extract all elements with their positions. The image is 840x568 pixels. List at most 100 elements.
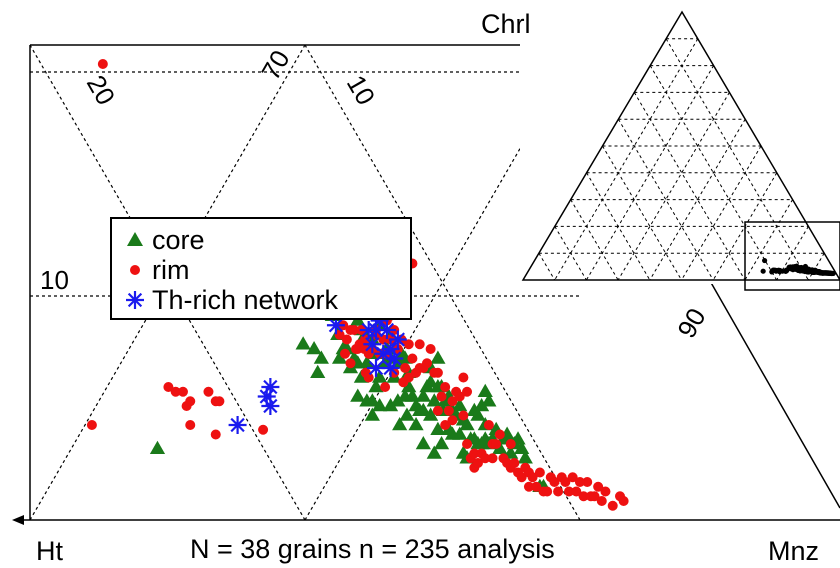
data-point-rim bbox=[407, 353, 418, 364]
grid-line-rising bbox=[30, 45, 31, 520]
inset-data-point bbox=[798, 266, 804, 273]
data-point-core bbox=[382, 398, 399, 412]
sample-summary: N = 38 grains n = 235 analysis bbox=[190, 534, 555, 564]
data-point-th-rich bbox=[261, 378, 280, 396]
data-point-rim bbox=[440, 420, 451, 430]
star-stroke bbox=[263, 398, 278, 414]
data-point-rim bbox=[334, 329, 345, 340]
data-point-core bbox=[430, 421, 446, 435]
data-point-rim bbox=[258, 424, 269, 435]
data-point-rim bbox=[589, 491, 600, 502]
inset-data-point bbox=[760, 268, 766, 274]
data-point-rim bbox=[553, 486, 564, 497]
inset-data-point bbox=[762, 257, 768, 264]
data-point-core bbox=[350, 388, 366, 402]
data-point-rim bbox=[432, 367, 443, 378]
data-point-rim bbox=[462, 439, 473, 449]
data-point-rim bbox=[185, 396, 196, 407]
data-point-core bbox=[408, 417, 424, 431]
data-point-rim bbox=[458, 372, 469, 383]
data-point-rim bbox=[564, 486, 575, 497]
data-point-rim bbox=[593, 481, 604, 492]
inset-overview-triangle bbox=[520, 8, 840, 291]
vertex-labels: Chrl Ht Mnz bbox=[36, 9, 819, 566]
legend-label-core: core bbox=[152, 224, 205, 255]
data-point-rim bbox=[400, 363, 411, 373]
inset-grid-line bbox=[649, 118, 746, 281]
data-point-rim bbox=[487, 453, 498, 464]
data-point-core bbox=[364, 407, 380, 421]
grid-line-falling bbox=[304, 45, 580, 520]
legend-label-rim: rim bbox=[152, 254, 190, 285]
data-point-rim bbox=[440, 382, 451, 392]
star-stroke bbox=[230, 417, 245, 433]
inset-grid-line bbox=[681, 145, 762, 281]
data-point-rim bbox=[425, 344, 436, 354]
legend-item-rim: rim bbox=[122, 255, 189, 285]
data-point-rim bbox=[447, 415, 458, 426]
data-point-rim bbox=[469, 448, 480, 459]
data-point-rim bbox=[578, 491, 589, 502]
inset-triangle-outline bbox=[521, 10, 840, 281]
inset-grid-line bbox=[633, 92, 746, 281]
data-point-rim bbox=[574, 477, 585, 487]
data-point-rim bbox=[516, 472, 527, 483]
star-stroke bbox=[328, 318, 344, 333]
data-point-rim bbox=[170, 386, 181, 397]
data-point-rim bbox=[341, 334, 352, 345]
data-point-th-rich bbox=[377, 321, 396, 339]
data-point-core bbox=[452, 398, 468, 412]
star-stroke bbox=[263, 379, 278, 395]
data-point-core bbox=[433, 436, 450, 450]
data-point-rim bbox=[505, 439, 516, 449]
data-point-rim bbox=[567, 472, 578, 483]
grid-label-mnz: 70 bbox=[255, 45, 295, 85]
data-point-th-rich bbox=[261, 397, 280, 415]
data-point-rim bbox=[414, 339, 425, 350]
data-points bbox=[86, 59, 629, 511]
data-point-rim bbox=[349, 325, 360, 335]
data-point-rim bbox=[177, 386, 188, 397]
triangle-marker-icon bbox=[127, 232, 143, 246]
data-point-rim bbox=[618, 496, 629, 506]
star-stroke bbox=[368, 360, 384, 376]
data-point-rim bbox=[458, 410, 469, 421]
data-point-rim bbox=[340, 348, 351, 359]
inset-grid-line bbox=[665, 38, 809, 281]
grid-line-falling bbox=[30, 45, 306, 520]
data-point-rim bbox=[86, 420, 97, 430]
data-point-rim bbox=[582, 477, 593, 487]
data-point-rim bbox=[363, 372, 374, 383]
data-point-core bbox=[399, 407, 415, 421]
legend-star bbox=[126, 291, 144, 309]
data-point-rim bbox=[491, 439, 502, 449]
data-point-rim bbox=[380, 382, 391, 392]
data-point-core bbox=[470, 407, 486, 421]
data-point-rim bbox=[462, 386, 473, 397]
data-point-core bbox=[481, 393, 497, 407]
data-point-rim bbox=[472, 458, 483, 468]
star-marker-icon bbox=[126, 291, 144, 309]
data-point-rim bbox=[378, 334, 389, 345]
data-point-core bbox=[426, 393, 442, 407]
data-point-th-rich bbox=[374, 344, 393, 363]
star-stroke bbox=[376, 346, 391, 361]
data-point-rim bbox=[421, 358, 432, 369]
data-point-rim bbox=[542, 486, 553, 497]
vertex-label-ht: Ht bbox=[36, 536, 63, 566]
legend-label-th-rich: Th-rich network bbox=[152, 284, 339, 315]
data-point-core bbox=[310, 364, 326, 378]
data-point-rim bbox=[203, 386, 214, 397]
star-stroke bbox=[365, 337, 380, 352]
grid-line-rising bbox=[30, 45, 306, 520]
data-point-rim bbox=[345, 358, 356, 369]
data-point-th-rich bbox=[228, 416, 247, 434]
legend-item-th-rich: Th-rich network bbox=[122, 285, 338, 315]
data-point-core bbox=[359, 393, 375, 407]
data-point-rim bbox=[494, 429, 505, 440]
star-stroke bbox=[390, 332, 405, 347]
data-point-rim bbox=[163, 382, 174, 392]
data-point-rim bbox=[534, 467, 545, 478]
grid-label-chrl: 10 bbox=[40, 265, 69, 295]
inset-grid-line bbox=[554, 38, 699, 281]
